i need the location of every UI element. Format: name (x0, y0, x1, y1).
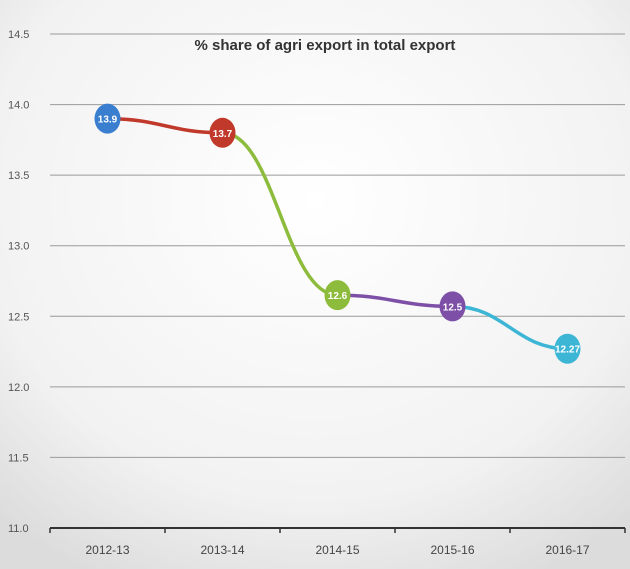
x-tick-label: 2015-16 (430, 543, 474, 557)
data-point (439, 291, 466, 322)
y-tick-label: 13.5 (8, 170, 29, 182)
data-point (554, 333, 581, 364)
y-axis-tick-labels: 11.0 11.5 12.0 12.5 13.0 13.5 14.0 14.5 (8, 29, 29, 535)
series-line-segment (105, 116, 225, 135)
series-line-segment (220, 131, 340, 297)
x-tick-label: 2012-13 (85, 543, 129, 557)
data-label: 12.5 (443, 302, 463, 313)
data-label: 13.9 (98, 115, 118, 126)
y-tick-label: 13.0 (8, 241, 29, 253)
chart-title: % share of agri export in total export (195, 37, 456, 54)
series-line-segment (450, 304, 570, 351)
data-point (324, 280, 351, 311)
y-tick-label: 14.5 (8, 29, 29, 41)
series-line (105, 116, 570, 351)
y-tick-label: 11.0 (8, 523, 29, 535)
x-axis-tick-labels: 2012-13 2013-14 2014-15 2015-16 2016-17 (85, 543, 589, 557)
data-point (209, 117, 236, 148)
y-tick-label: 14.0 (8, 100, 29, 112)
x-tick-label: 2014-15 (315, 543, 359, 557)
data-points: 13.9 13.7 12.6 12.5 12.27 (94, 103, 581, 364)
data-label: 12.27 (555, 345, 580, 356)
x-axis (49, 527, 626, 533)
data-point (94, 103, 121, 134)
y-tick-label: 11.5 (8, 452, 29, 464)
series-line-segment (335, 293, 455, 309)
y-tick-label: 12.5 (8, 311, 29, 323)
grid-lines (50, 33, 625, 458)
data-label: 12.6 (328, 291, 348, 302)
x-tick-label: 2013-14 (200, 543, 244, 557)
data-label: 13.7 (213, 129, 233, 140)
x-tick-label: 2016-17 (545, 543, 589, 557)
y-tick-label: 12.0 (8, 382, 29, 394)
